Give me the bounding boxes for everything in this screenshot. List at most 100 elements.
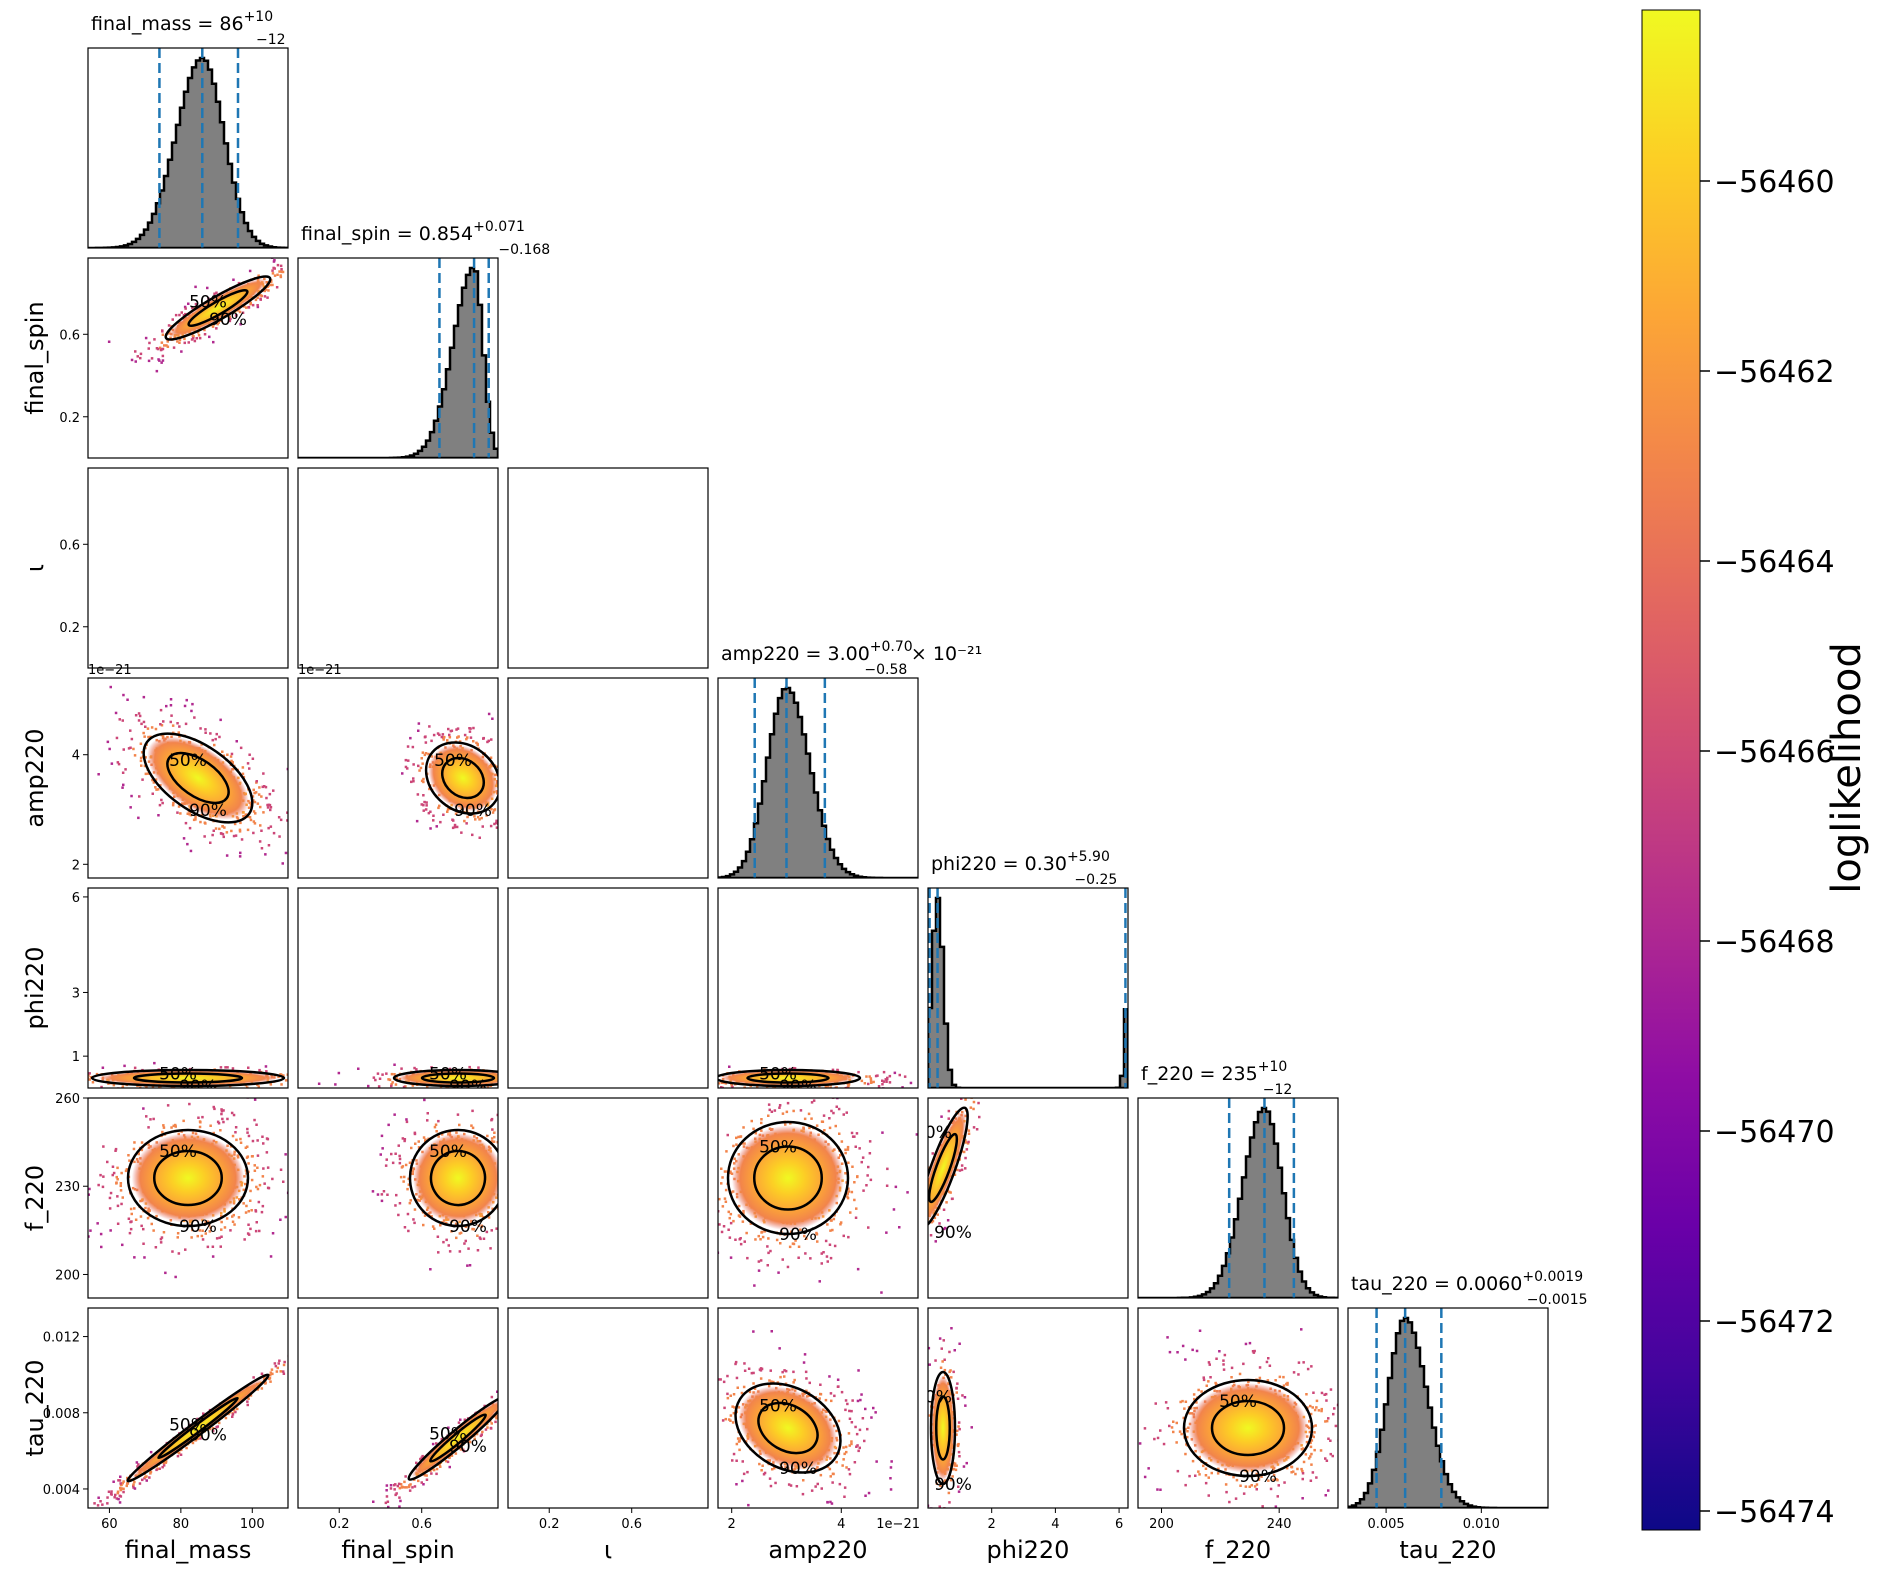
scatter-point (390, 1084, 393, 1088)
scatter-point (226, 753, 229, 756)
scatter-point (828, 1117, 831, 1120)
scatter-point (447, 1244, 450, 1247)
scatter-point (267, 826, 270, 830)
scatter-point (501, 1078, 504, 1081)
scatter-point (829, 1256, 833, 1260)
scatter-point (870, 1081, 873, 1084)
scatter-point (741, 1220, 745, 1223)
scatter-point (778, 1104, 782, 1107)
scatter-point (259, 298, 262, 301)
scatter-point (178, 338, 182, 342)
scatter-point (266, 1137, 270, 1141)
scatter-point (986, 1080, 989, 1083)
scatter-point (126, 698, 129, 701)
scatter-point (213, 743, 216, 747)
scatter-point (422, 809, 425, 812)
scatter-point (253, 1169, 257, 1172)
scatter-point (520, 1070, 523, 1073)
scatter-point (537, 1078, 540, 1081)
scatter-final_spin-amp220: 50%90% (401, 712, 506, 839)
scatter-point (259, 824, 262, 827)
scatter-point (376, 1193, 380, 1196)
scatter-point (516, 1084, 519, 1087)
scatter-point (147, 1143, 150, 1146)
scatter-point (184, 307, 187, 310)
scatter-point (861, 1156, 865, 1159)
scatter-point (380, 1193, 384, 1196)
scatter-point (415, 1068, 418, 1071)
scatter-point (511, 1131, 514, 1134)
scatter-point (174, 1275, 177, 1279)
scatter-point (265, 1151, 269, 1154)
scatter-point (749, 1222, 753, 1225)
scatter-point (922, 1184, 925, 1187)
scatter-point (792, 1109, 795, 1113)
contour-label-50: 50% (189, 293, 227, 313)
scatter-point (449, 729, 453, 733)
scatter-point (767, 1103, 771, 1106)
scatter-point (739, 1237, 742, 1240)
scatter-point (743, 1240, 746, 1243)
scatter-point (178, 341, 181, 344)
scatter-point (377, 1085, 381, 1088)
scatter-point (519, 1083, 522, 1086)
scatter-point (867, 1226, 870, 1229)
scatter-point (117, 762, 121, 766)
scatter-point (503, 1073, 506, 1076)
scatter-point (534, 1213, 537, 1216)
scatter-point (500, 1150, 503, 1153)
scatter-point (265, 796, 268, 800)
scatter-point (463, 733, 467, 737)
scatter-point (502, 1183, 505, 1186)
scatter-point (201, 1115, 204, 1119)
scatter-point (133, 1207, 136, 1210)
scatter-point (294, 803, 297, 806)
scatter-point (847, 1190, 851, 1193)
scatter-point (809, 1090, 812, 1093)
scatter-point (88, 1235, 90, 1238)
scatter-point (158, 1467, 161, 1470)
contour-50 (753, 1145, 823, 1211)
scatter-point (234, 314, 238, 317)
scatter-point (165, 344, 168, 347)
scatter-point (537, 1083, 540, 1086)
scatter-point (218, 827, 221, 831)
scatter-point (439, 1224, 442, 1227)
scatter-point (239, 323, 242, 326)
scatter-point (261, 1175, 265, 1178)
scatter-point (727, 1228, 730, 1231)
scatter-point (838, 1132, 841, 1135)
scatter-point (964, 1167, 967, 1170)
scatter-point (269, 283, 273, 287)
scatter-point (524, 1081, 527, 1084)
scatter-point (919, 1197, 922, 1200)
scatter-point (503, 752, 506, 755)
scatter-point (178, 735, 181, 738)
scatter-point (754, 1238, 757, 1241)
scatter-point (901, 1086, 904, 1088)
scatter-point (437, 806, 440, 810)
ytick-label-f_220: 200 (55, 1268, 80, 1283)
scatter-point (256, 1166, 259, 1169)
scatter-point (962, 1150, 966, 1154)
scatter-point (196, 1234, 199, 1238)
scatter-point (131, 1186, 135, 1190)
scatter-point (397, 1213, 400, 1217)
scatter-point (954, 1090, 957, 1093)
scatter-point (433, 1227, 436, 1230)
scatter-point (729, 1256, 733, 1259)
scatter-point (88, 1193, 90, 1196)
scatter-point (280, 270, 283, 274)
scatter-point (166, 345, 170, 348)
scatter-point (245, 1204, 248, 1208)
scatter-point (720, 1167, 723, 1170)
scatter-point (406, 1187, 409, 1191)
scatter-point (295, 1345, 298, 1348)
scatter-point (279, 1218, 282, 1221)
scatter-point (735, 1136, 738, 1140)
scatter-point (425, 804, 428, 807)
scatter-point (524, 1169, 527, 1172)
scatter-point (732, 1219, 735, 1223)
scatter-point (511, 1071, 514, 1074)
scatter-point (894, 1185, 898, 1189)
